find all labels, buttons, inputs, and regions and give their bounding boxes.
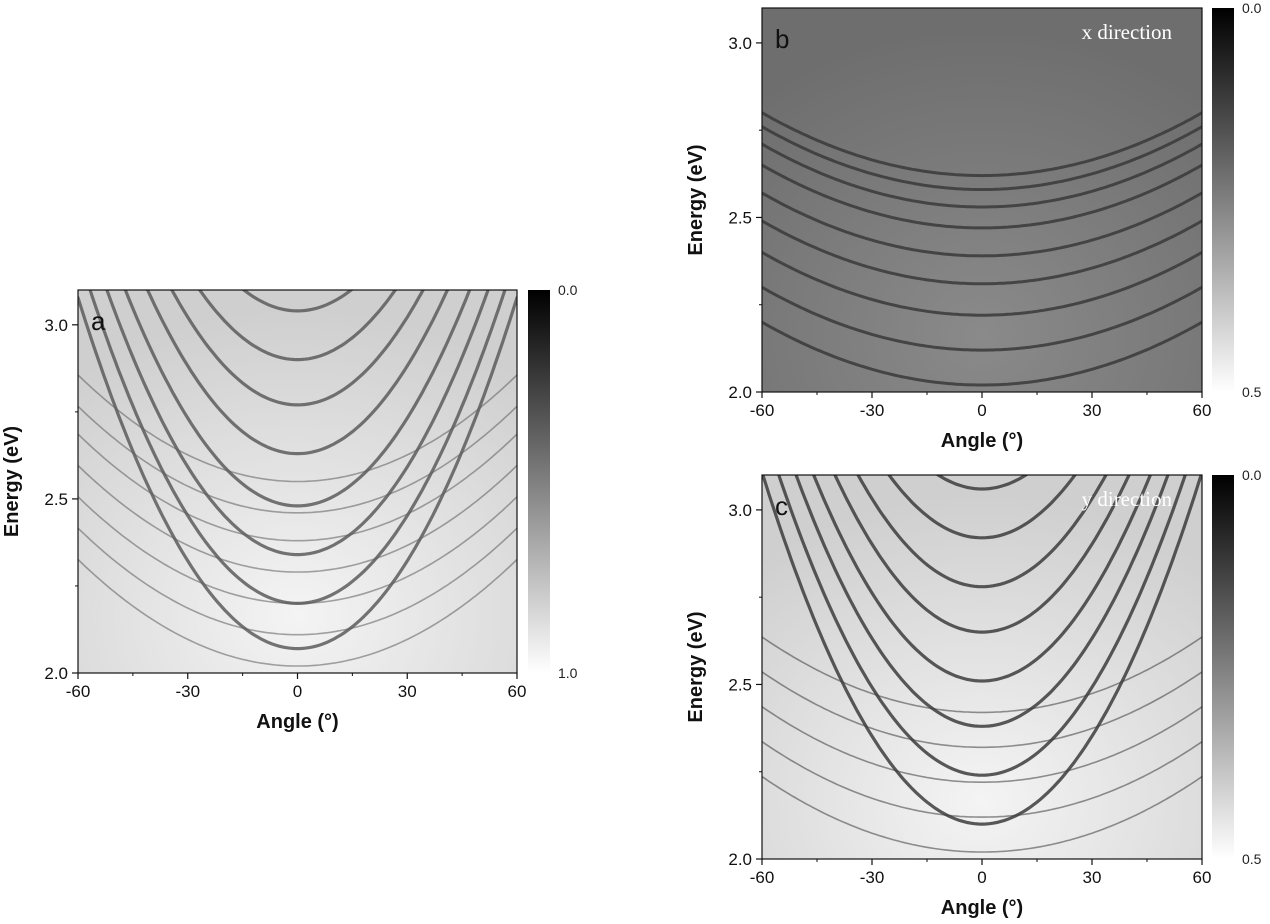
band-mode-0-1	[762, 285, 1202, 352]
x-axis-title: Angle (°)	[941, 430, 1023, 452]
band-mode-0-6	[887, 475, 1077, 540]
y-tick-label: 2.5	[728, 208, 752, 227]
band-mode-0-4	[762, 191, 1202, 258]
y-axis-title: Energy (eV)	[1, 426, 23, 537]
colorbar-max-label: 0.5	[1242, 851, 1262, 867]
y-tick-label: 2.5	[728, 675, 752, 694]
y-tick-label: 2.0	[728, 383, 752, 402]
x-tick-label: 0	[293, 682, 302, 701]
dispersion-bands	[78, 290, 517, 667]
band-mode-0-5	[856, 475, 1108, 589]
dispersion-bands	[762, 475, 1202, 853]
band-mode-1-1	[78, 527, 517, 636]
x-tick-label: 30	[1083, 868, 1102, 887]
dispersion-bands	[762, 111, 1202, 387]
colorbar-max-label: 0.5	[1242, 384, 1262, 400]
colorbar: 0.0 1.0	[528, 282, 578, 681]
colorbar-gradient	[1212, 8, 1234, 392]
panel-c: -60 -30 0 30 60 Angle (°) 2.0 2.5 3.0 Energy (eV)…	[685, 467, 1262, 919]
band-mode-0-2	[105, 290, 490, 557]
y-tick-label: 2.0	[728, 850, 752, 869]
band-mode-1-6	[78, 374, 517, 483]
colorbar-max-label: 1.0	[558, 665, 578, 681]
y-axis: 2.0 2.5 3.0 Energy (eV)	[1, 316, 78, 683]
band-mode-0-7	[241, 290, 354, 313]
x-tick-label: 30	[398, 682, 417, 701]
x-tick-label: 60	[1193, 401, 1212, 420]
panel-letter: b	[775, 24, 789, 54]
y-axis-title: Energy (eV)	[685, 144, 707, 255]
x-tick-label: -30	[175, 682, 200, 701]
band-mode-1-2	[78, 496, 517, 605]
x-tick-label: 60	[508, 682, 527, 701]
band-mode-0-1	[777, 475, 1187, 777]
y-tick-label: 2.5	[44, 490, 68, 509]
band-mode-0-5	[762, 163, 1202, 230]
band-mode-1-3	[78, 464, 517, 573]
colorbar-min-label: 0.0	[558, 282, 578, 298]
colorbar-gradient	[1212, 475, 1234, 859]
y-axis-title: Energy (eV)	[685, 611, 707, 722]
band-mode-0-7	[935, 475, 1029, 491]
x-tick-label: 0	[977, 401, 986, 420]
x-tick-label: -60	[750, 868, 775, 887]
x-tick-label: -60	[66, 682, 91, 701]
band-mode-1-3	[762, 671, 1202, 749]
band-mode-1-0	[78, 558, 517, 667]
band-mode-0-2	[794, 475, 1170, 728]
colorbar-gradient	[528, 290, 550, 673]
band-mode-1-5	[78, 405, 517, 514]
band-mode-1-1	[762, 740, 1202, 818]
x-axis: -60 -30 0 30 60 Angle (°)	[750, 392, 1212, 452]
x-axis-title: Angle (°)	[941, 897, 1023, 919]
x-tick-label: -60	[750, 401, 775, 420]
band-mode-1-4	[78, 433, 517, 542]
direction-label: x direction	[1082, 20, 1173, 44]
band-mode-0-6	[197, 290, 398, 362]
x-axis: -60 -30 0 30 60 Angle (°)	[66, 673, 527, 733]
colorbar: 0.0 0.5	[1212, 0, 1262, 400]
panel-b: -60 -30 0 30 60 Angle (°) 2.0 2.5 3.0 Energy (eV)…	[685, 0, 1262, 452]
y-axis: 2.0 2.5 3.0 Energy (eV)	[685, 501, 762, 869]
panel-letter: a	[91, 306, 106, 336]
band-mode-0-0	[762, 320, 1202, 387]
band-mode-0-5	[170, 290, 425, 407]
y-tick-label: 3.0	[728, 501, 752, 520]
band-mode-0-3	[123, 290, 472, 508]
band-mode-0-0	[762, 475, 1202, 826]
y-tick-label: 3.0	[44, 316, 68, 335]
x-tick-label: -30	[860, 401, 885, 420]
x-axis: -60 -30 0 30 60 Angle (°)	[750, 859, 1212, 919]
x-tick-label: 0	[977, 868, 986, 887]
band-mode-0-2	[762, 250, 1202, 317]
band-mode-0-3	[762, 219, 1202, 286]
colorbar-min-label: 0.0	[1242, 0, 1262, 16]
colorbar: 0.0 0.5	[1212, 467, 1262, 867]
direction-label: y direction	[1082, 487, 1173, 511]
band-mode-0-8	[762, 111, 1202, 178]
band-mode-1-0	[762, 775, 1202, 853]
y-tick-label: 2.0	[44, 664, 68, 683]
x-tick-label: 30	[1083, 401, 1102, 420]
x-tick-label: 60	[1193, 868, 1212, 887]
band-mode-1-2	[762, 706, 1202, 783]
x-tick-label: -30	[860, 868, 885, 887]
plot-area	[762, 8, 1202, 392]
panel-letter: c	[775, 491, 788, 521]
panel-a: -60 -30 0 30 60 Angle (°) 2.0 2.5 3.0 Energy (eV)…	[1, 282, 578, 733]
y-axis: 2.0 2.5 3.0 Energy (eV)	[685, 34, 762, 402]
band-mode-0-6	[762, 142, 1202, 209]
band-mode-0-4	[145, 290, 450, 456]
y-tick-label: 3.0	[728, 34, 752, 53]
plot-area	[762, 475, 1202, 859]
band-mode-0-4	[833, 475, 1131, 634]
band-mode-0-7	[762, 125, 1202, 191]
colorbar-min-label: 0.0	[1242, 467, 1262, 483]
band-mode-0-3	[811, 475, 1153, 683]
band-mode-1-4	[762, 636, 1202, 714]
x-axis-title: Angle (°)	[256, 711, 338, 733]
